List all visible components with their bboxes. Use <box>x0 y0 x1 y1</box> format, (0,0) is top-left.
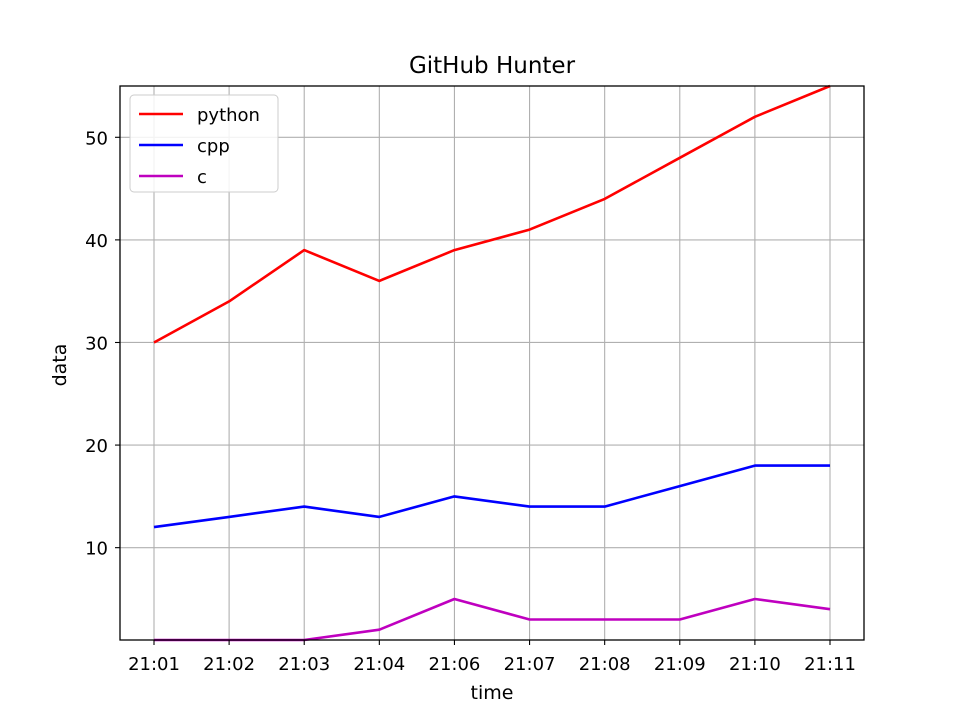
x-tick-label: 21:03 <box>278 654 330 675</box>
y-tick-label: 20 <box>85 436 108 457</box>
y-tick-label: 50 <box>85 128 108 149</box>
x-tick-label: 21:11 <box>804 654 856 675</box>
axis-ticks: 21:01 21:02 21:03 21:04 21:06 21:07 21:08 21:09… <box>85 128 856 675</box>
legend-label-cpp: cpp <box>197 136 230 157</box>
x-tick-label: 21:02 <box>203 654 255 675</box>
x-tick-label: 21:06 <box>429 654 481 675</box>
x-tick-label: 21:09 <box>654 654 706 675</box>
legend: python cpp c <box>129 94 279 193</box>
series-line-cpp <box>153 464 830 529</box>
x-tick-label: 21:10 <box>729 654 781 675</box>
y-tick-label: 30 <box>85 333 108 354</box>
chart-title: GitHub Hunter <box>409 53 576 79</box>
x-tick-label: 21:08 <box>579 654 631 675</box>
legend-label-c: c <box>197 167 207 188</box>
x-axis-label: time <box>471 682 514 704</box>
y-tick-label: 10 <box>85 539 108 560</box>
plot-area-frame <box>119 85 865 641</box>
x-tick-label: 21:07 <box>504 654 556 675</box>
series-line-python <box>153 84 831 344</box>
y-axis-label: data <box>49 344 71 387</box>
x-tick-label: 21:01 <box>128 654 180 675</box>
y-tick-label: 40 <box>85 231 108 252</box>
legend-box <box>129 94 279 193</box>
x-tick-label: 21:04 <box>353 654 405 675</box>
legend-label-python: python <box>197 105 260 126</box>
